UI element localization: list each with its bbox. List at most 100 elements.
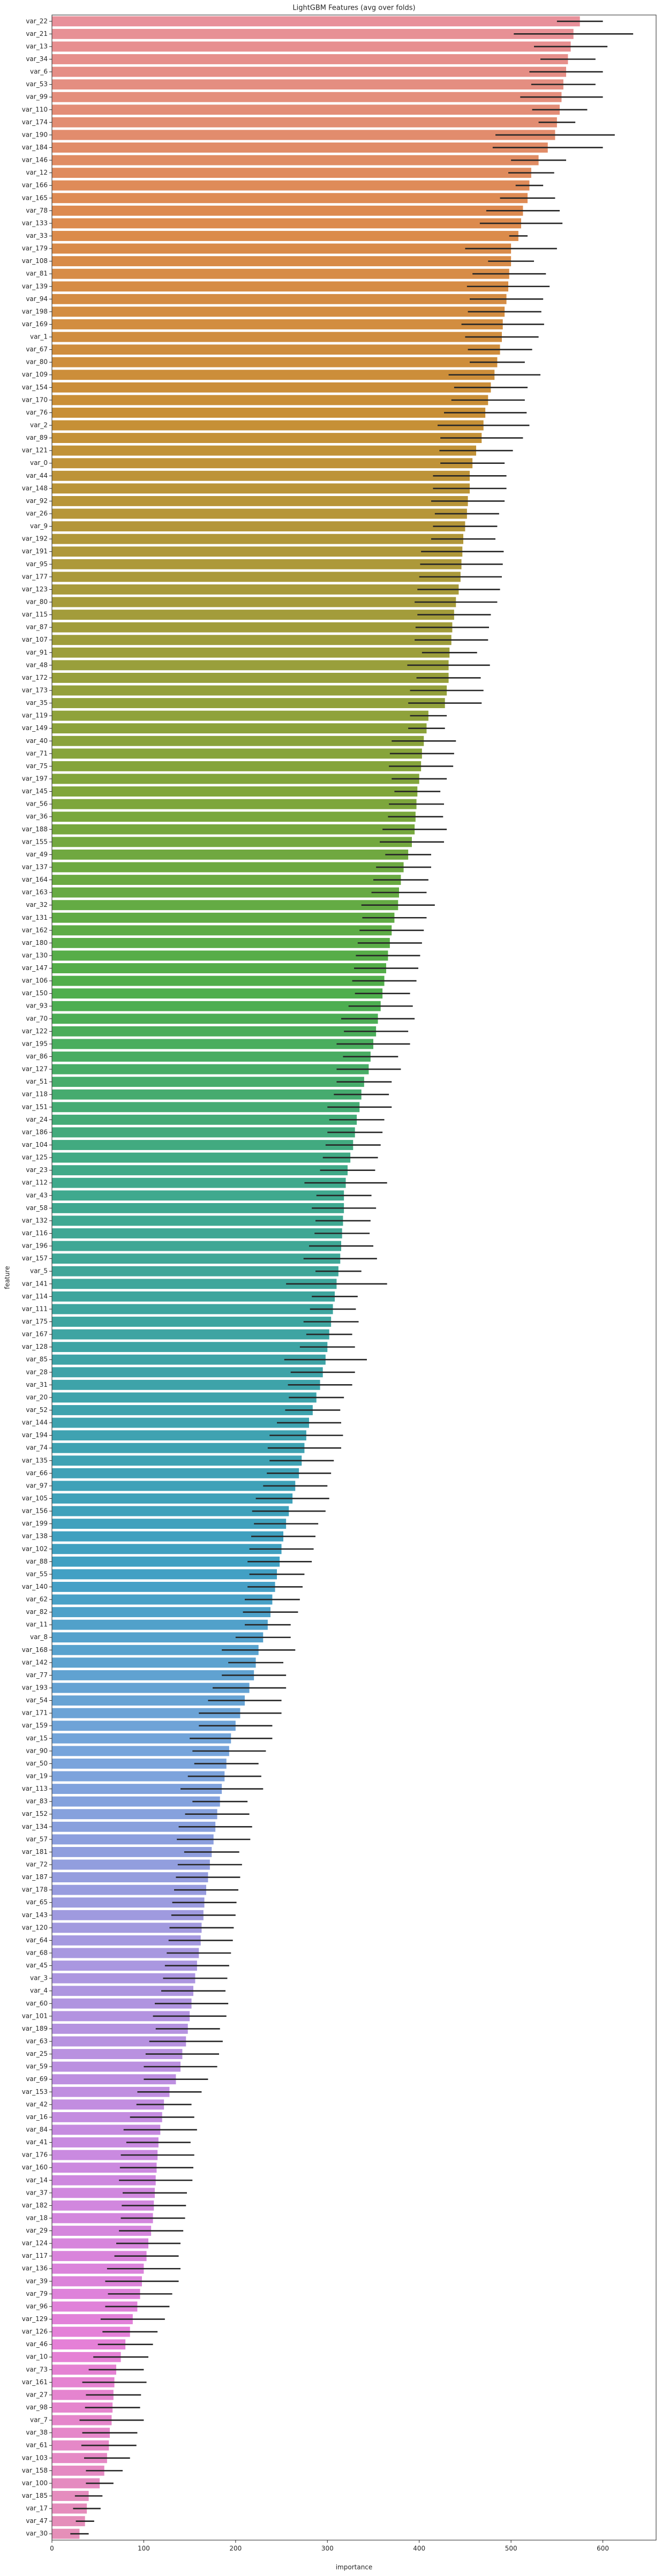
bar: [52, 672, 449, 683]
bar: [52, 584, 459, 595]
y-tick-label: var_37: [26, 2189, 48, 2196]
bar: [52, 1695, 245, 1706]
y-tick-label: var_100: [22, 2479, 48, 2487]
bar: [52, 1619, 268, 1630]
bar: [52, 1266, 338, 1276]
bar: [52, 1582, 275, 1592]
y-tick-label: var_117: [22, 2252, 48, 2259]
y-tick-label: var_59: [26, 2063, 48, 2070]
y-tick-label: var_47: [26, 2517, 48, 2525]
bar: [52, 2049, 183, 2059]
bar: [52, 2213, 153, 2224]
y-tick-label: var_121: [22, 447, 48, 454]
bar: [52, 1961, 197, 1971]
bar: [52, 470, 470, 481]
bar: [52, 2314, 133, 2324]
y-tick-label: var_107: [22, 636, 48, 643]
y-tick-label: var_105: [22, 1494, 48, 1502]
bar: [52, 2188, 155, 2198]
bar: [52, 2061, 180, 2072]
y-tick-label: var_187: [22, 1873, 48, 1881]
bar: [52, 950, 388, 961]
bar: [52, 824, 415, 835]
bar: [52, 1127, 355, 1138]
y-tick-label: var_15: [26, 1734, 48, 1742]
bar: [52, 1556, 280, 1567]
y-tick-label: var_54: [26, 1696, 48, 1704]
y-tick-label: var_192: [22, 535, 48, 543]
bar: [52, 142, 548, 153]
y-tick-label: var_173: [22, 686, 48, 694]
bar: [52, 1834, 214, 1845]
bar: [52, 193, 528, 204]
y-tick-label: var_61: [26, 2442, 48, 2449]
y-tick-label: var_9: [30, 522, 48, 530]
bar: [52, 1342, 328, 1353]
y-tick-label: var_20: [26, 1393, 48, 1401]
y-tick-label: var_151: [22, 1103, 48, 1110]
y-tick-label: var_79: [26, 2290, 48, 2297]
bar: [52, 1721, 236, 1731]
bar: [52, 2491, 89, 2501]
y-tick-label: var_180: [22, 939, 48, 947]
y-tick-label: var_188: [22, 825, 48, 833]
bar: [52, 1291, 335, 1302]
y-tick-label: var_115: [22, 611, 48, 618]
y-tick-label: var_103: [22, 2454, 48, 2461]
y-tick-label: var_184: [22, 144, 48, 151]
bar: [52, 2238, 148, 2249]
y-tick-label: var_166: [22, 182, 48, 189]
bar: [52, 698, 445, 708]
bar: [52, 1657, 256, 1668]
bar: [52, 963, 386, 973]
bar: [52, 534, 463, 544]
bar: [52, 1379, 320, 1390]
y-tick-label: var_139: [22, 282, 48, 290]
y-tick-label: var_62: [26, 1596, 48, 1603]
bar: [52, 1039, 373, 1049]
bar: [52, 1519, 287, 1529]
bar: [52, 2162, 157, 2173]
y-tick-label: var_106: [22, 977, 48, 985]
y-tick-label: var_33: [26, 232, 48, 239]
y-tick-label: var_97: [26, 1482, 48, 1489]
y-tick-label: var_5: [30, 1267, 48, 1275]
y-tick-label: var_124: [22, 2240, 48, 2247]
y-tick-label: var_35: [26, 699, 48, 707]
bar: [52, 610, 454, 620]
bar: [52, 319, 503, 329]
y-tick-label: var_1: [30, 333, 48, 341]
bar: [52, 1897, 205, 1908]
y-axis-label: feature: [4, 1266, 11, 1289]
bar: [52, 1430, 306, 1441]
bar: [52, 1708, 240, 1718]
y-tick-label: var_12: [26, 169, 48, 176]
bar: [52, 1632, 264, 1643]
bar: [52, 508, 467, 519]
x-tick-label: 0: [50, 2545, 54, 2552]
bar: [52, 243, 511, 254]
bar: [52, 1821, 216, 1832]
x-tick-label: 400: [413, 2545, 425, 2552]
y-tick-label: var_132: [22, 1216, 48, 1224]
y-tick-label: var_68: [26, 1949, 48, 1956]
y-tick-label: var_71: [26, 749, 48, 757]
bar: [52, 1392, 317, 1403]
y-tick-label: var_193: [22, 1684, 48, 1692]
bar: [52, 1152, 351, 1163]
chart-title: LightGBM Features (avg over folds): [292, 4, 415, 12]
bar: [52, 2011, 190, 2022]
y-tick-label: var_21: [26, 30, 48, 37]
y-tick-label: var_46: [26, 2340, 48, 2348]
y-tick-label: var_148: [22, 484, 48, 492]
bar: [52, 1607, 270, 1618]
bar: [52, 117, 557, 127]
bar: [52, 1935, 201, 1946]
y-tick-label: var_171: [22, 1709, 48, 1717]
bar: [52, 1594, 273, 1605]
bar: [52, 496, 468, 506]
bar: [52, 2503, 87, 2514]
bar: [52, 2428, 110, 2438]
y-tick-label: var_135: [22, 1456, 48, 1464]
y-tick-label: var_85: [26, 1356, 48, 1363]
